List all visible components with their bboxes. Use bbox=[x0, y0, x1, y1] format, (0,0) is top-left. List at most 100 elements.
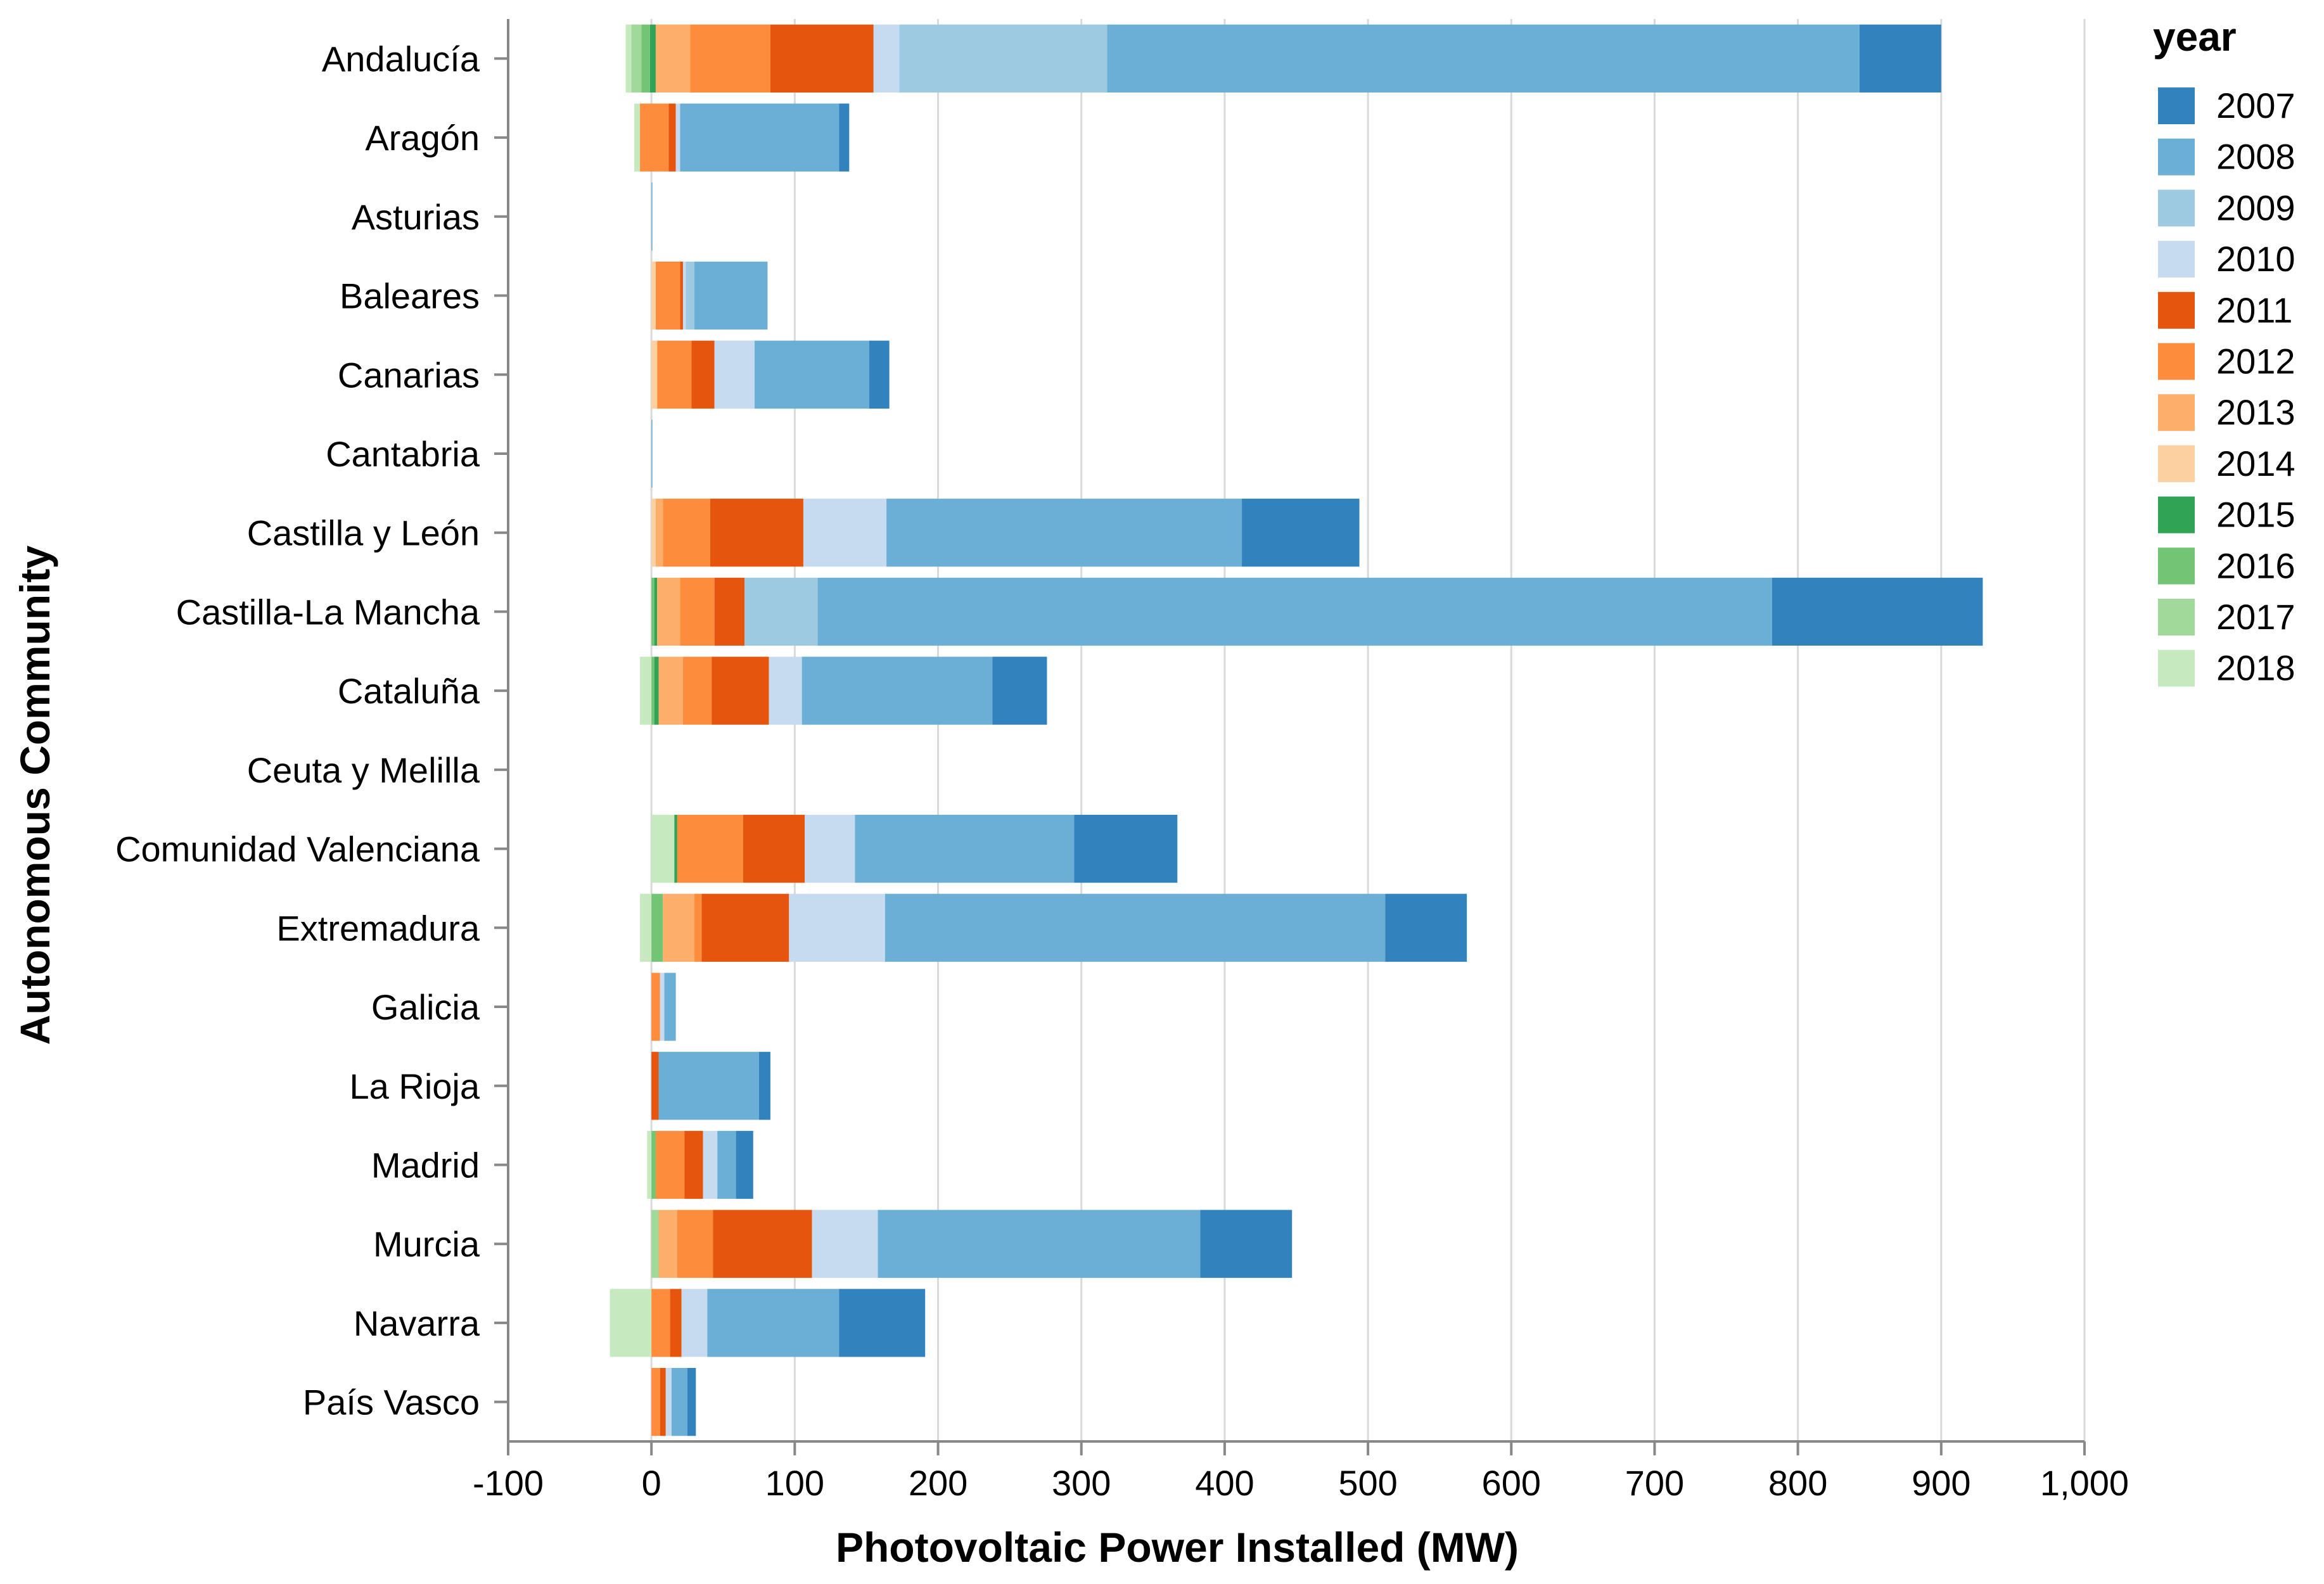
bar-segment bbox=[651, 1210, 659, 1278]
category-label: Madrid bbox=[371, 1145, 480, 1185]
bar-segment bbox=[873, 24, 900, 93]
bar-segment bbox=[655, 1130, 685, 1199]
bar-segment bbox=[654, 656, 659, 725]
legend-label: 2010 bbox=[2216, 239, 2295, 279]
bar-segment bbox=[682, 656, 712, 725]
bar-segment bbox=[677, 814, 743, 883]
x-tick-label: 800 bbox=[1768, 1463, 1827, 1503]
bar-segment bbox=[1772, 577, 1983, 646]
bar-segment bbox=[703, 1130, 718, 1199]
bar-segment bbox=[651, 814, 675, 883]
bar-segment bbox=[675, 103, 680, 172]
bar-segment bbox=[640, 656, 652, 725]
legend-swatch bbox=[2158, 291, 2195, 329]
legend-label: 2015 bbox=[2216, 495, 2295, 535]
legend-label: 2018 bbox=[2216, 648, 2295, 688]
x-tick-label: 1,000 bbox=[2040, 1463, 2129, 1503]
bar-segment bbox=[655, 24, 691, 93]
bar-segment bbox=[674, 814, 677, 883]
bar-segment bbox=[743, 814, 805, 883]
legend-swatch bbox=[2158, 445, 2195, 482]
bar-segment bbox=[694, 893, 702, 962]
bar-segment bbox=[651, 340, 658, 409]
bar-segment bbox=[686, 261, 695, 330]
bar-segment bbox=[663, 893, 695, 962]
legend-swatch bbox=[2158, 189, 2195, 227]
y-axis-title: Autonomous Community bbox=[11, 546, 58, 1045]
category-label: Cataluña bbox=[338, 671, 480, 711]
bar-segment bbox=[1242, 499, 1360, 567]
x-tick-label: 300 bbox=[1052, 1463, 1111, 1503]
bar-segment bbox=[670, 1289, 682, 1357]
x-tick-label: 0 bbox=[642, 1463, 661, 1503]
bar-segment bbox=[651, 1289, 670, 1357]
bar-segment bbox=[651, 893, 663, 962]
bar-segment bbox=[744, 577, 818, 646]
bar-segment bbox=[713, 1210, 812, 1278]
category-label: Canarias bbox=[338, 355, 480, 395]
category-label: Cantabria bbox=[326, 434, 480, 474]
bar-segment bbox=[664, 973, 676, 1041]
bar-segment bbox=[801, 656, 993, 725]
bar-segment bbox=[658, 1052, 759, 1120]
bar-segment bbox=[654, 577, 658, 646]
bar-segment bbox=[839, 103, 850, 172]
bar-segment bbox=[878, 1210, 1201, 1278]
bar-segment bbox=[714, 340, 755, 409]
legend-label: 2011 bbox=[2216, 290, 2292, 330]
legend-label: 2012 bbox=[2216, 342, 2295, 381]
x-axis-title: Photovoltaic Power Installed (MW) bbox=[836, 1524, 1519, 1571]
legend-swatch bbox=[2158, 599, 2195, 636]
bar-segment bbox=[655, 261, 680, 330]
legend-swatch bbox=[2158, 343, 2195, 380]
category-label: Asturias bbox=[352, 197, 480, 237]
legend-swatch bbox=[2158, 547, 2195, 585]
bar-segment bbox=[649, 24, 656, 93]
bar-segment bbox=[651, 182, 653, 251]
bar-segment bbox=[682, 261, 686, 330]
legend-swatch bbox=[2158, 496, 2195, 533]
bar-segment bbox=[992, 656, 1047, 725]
legend-swatch bbox=[2158, 138, 2195, 176]
legend: year 2007 2008 2009 2010 2011 2012 2013 2014 2015… bbox=[2153, 14, 2295, 688]
bar-segment bbox=[817, 577, 1772, 646]
x-tick-label: 400 bbox=[1195, 1463, 1254, 1503]
category-label: Navarra bbox=[354, 1303, 480, 1343]
category-label: Ceuta y Melilla bbox=[247, 750, 480, 790]
category-label: Baleares bbox=[340, 276, 480, 316]
x-tick-label: 100 bbox=[765, 1463, 824, 1503]
bar-segment bbox=[655, 499, 663, 567]
x-tick-label: 700 bbox=[1625, 1463, 1684, 1503]
x-tick-label: 600 bbox=[1482, 1463, 1541, 1503]
bar-segment bbox=[1859, 24, 1941, 93]
category-label: País Vasco bbox=[303, 1383, 480, 1422]
legend-swatch bbox=[2158, 87, 2195, 124]
bar-segment bbox=[707, 1289, 840, 1357]
bar-segment bbox=[1074, 814, 1178, 883]
bar-segment bbox=[647, 1130, 652, 1199]
bar-segment bbox=[687, 1368, 696, 1436]
x-tick-label: 200 bbox=[909, 1463, 967, 1503]
x-tick-label: 500 bbox=[1338, 1463, 1397, 1503]
category-label: La Rioja bbox=[350, 1066, 480, 1106]
bars bbox=[610, 24, 1983, 1436]
bar-segment bbox=[651, 973, 660, 1041]
axes: -100 0 100 200 300 400 500 600 700 800 900 1,000 And… bbox=[115, 19, 2129, 1503]
category-label: Murcia bbox=[373, 1224, 480, 1264]
bar-segment bbox=[631, 24, 642, 93]
bar-segment bbox=[651, 261, 656, 330]
bar-segment bbox=[681, 1289, 708, 1357]
legend-label: 2013 bbox=[2216, 392, 2295, 432]
gridlines bbox=[507, 19, 2086, 1441]
category-label: Extremadura bbox=[276, 908, 480, 948]
bar-segment bbox=[736, 1130, 753, 1199]
bar-segment bbox=[701, 893, 789, 962]
bar-segment bbox=[677, 1210, 713, 1278]
bar-segment bbox=[758, 1052, 770, 1120]
bar-segment bbox=[789, 893, 885, 962]
legend-label: 2008 bbox=[2216, 137, 2295, 177]
bar-segment bbox=[658, 1210, 677, 1278]
bar-segment bbox=[651, 1052, 659, 1120]
bar-segment bbox=[769, 656, 802, 725]
bar-segment bbox=[770, 24, 874, 93]
